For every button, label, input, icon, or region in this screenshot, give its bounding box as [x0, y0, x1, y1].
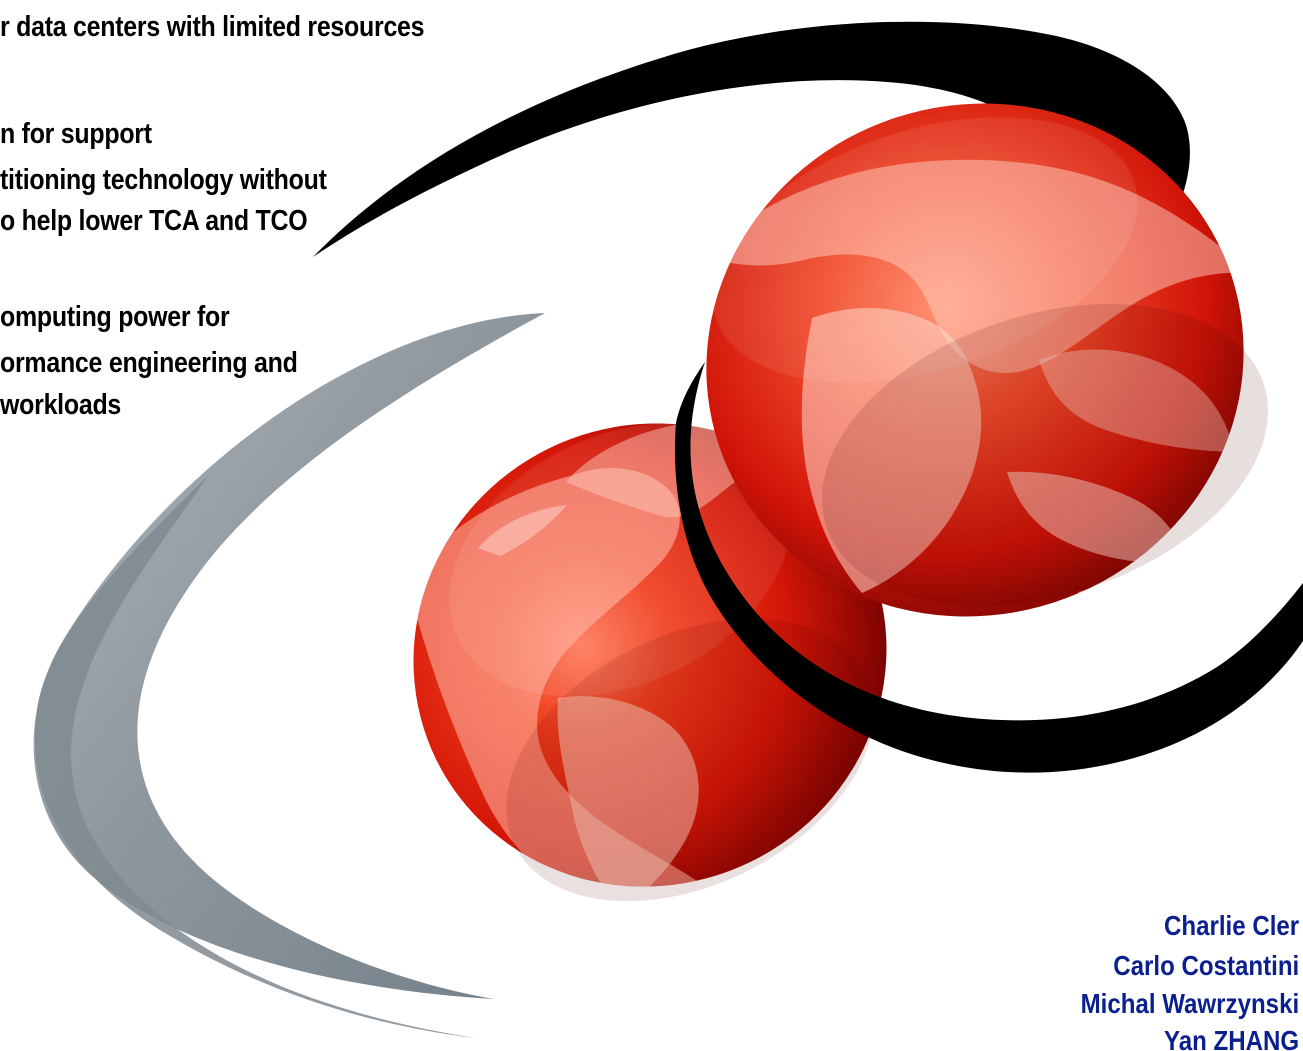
feature-line-3: titioning technology without	[0, 164, 327, 196]
gray-swoosh-arc	[33, 313, 546, 1038]
feature-line-1: r data centers with limited resources	[0, 11, 425, 43]
feature-line-5: omputing power for	[0, 301, 230, 333]
author-name: Charlie Cler	[1163, 910, 1299, 941]
feature-line-4: o help lower TCA and TCO	[0, 205, 308, 237]
author-name: Yan ZHANG	[1163, 1025, 1299, 1051]
left-globe	[408, 422, 887, 947]
feature-line-6: ormance engineering and	[0, 347, 298, 379]
author-name: Carlo Costantini	[1113, 950, 1299, 981]
right-globe	[700, 103, 1268, 635]
black-swoosh-band	[313, 21, 1303, 773]
feature-line-2: n for support	[0, 118, 152, 150]
feature-line-7: workloads	[0, 389, 122, 421]
author-name: Michal Wawrzynski	[1080, 988, 1299, 1019]
